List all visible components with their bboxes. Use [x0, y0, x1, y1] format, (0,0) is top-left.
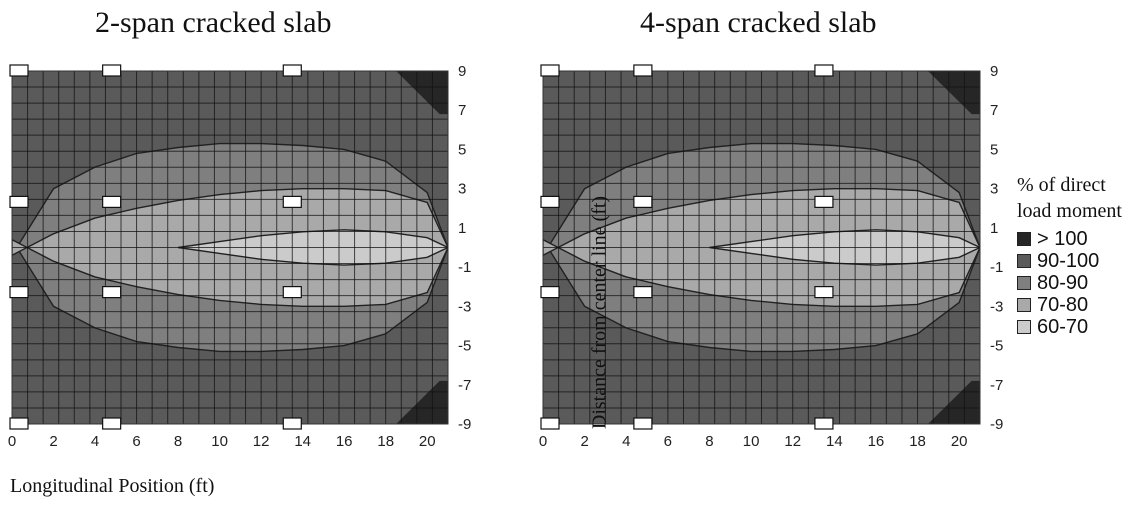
y-tick-label: -1 — [458, 259, 471, 276]
legend-item: 80-90 — [1017, 272, 1099, 294]
gauge-marker — [102, 195, 122, 208]
legend-swatch — [1017, 232, 1031, 246]
x-tick-label: 4 — [622, 433, 630, 450]
x-tick-label: 12 — [253, 433, 270, 450]
region-over-100 — [182, 380, 448, 424]
gauge-marker — [814, 64, 834, 77]
y-tick-label: 5 — [990, 141, 998, 158]
gauge-marker — [814, 195, 834, 208]
x-tick-label: 6 — [132, 433, 140, 450]
y-tick-label: 1 — [458, 220, 466, 237]
x-tick-label: 8 — [174, 433, 182, 450]
legend-label: 80-90 — [1037, 271, 1089, 294]
gauge-marker — [9, 195, 29, 208]
y-tick-label: -7 — [458, 377, 471, 394]
chart-title-right: 4-span cracked slab — [640, 6, 877, 39]
y-tick-label: 1 — [990, 220, 998, 237]
y-tick-label: -9 — [458, 416, 471, 433]
x-tick-label: 18 — [909, 433, 926, 450]
legend: > 100 90-100 80-90 70-80 60-70 — [1017, 228, 1099, 338]
legend-label: 70-80 — [1037, 293, 1089, 316]
x-tick-label: 14 — [294, 433, 311, 450]
x-tick-label: 10 — [743, 433, 760, 450]
y-axis-label: Distance from center line (ft) — [588, 195, 611, 430]
gauge-marker — [9, 286, 29, 299]
x-tick-label: 18 — [377, 433, 394, 450]
legend-title-line1: % of direct — [1017, 174, 1106, 196]
x-tick-label: 16 — [868, 433, 885, 450]
gauge-marker — [633, 286, 653, 299]
legend-title: % of direct load moment — [1017, 172, 1122, 224]
x-tick-label: 14 — [826, 433, 843, 450]
legend-swatch — [1017, 254, 1031, 268]
plot-area — [12, 71, 448, 424]
y-tick-label: 3 — [990, 181, 998, 198]
gauge-marker — [633, 417, 653, 430]
y-tick-label: -5 — [990, 338, 1003, 355]
gauge-marker — [540, 195, 560, 208]
y-tick-label: -1 — [990, 259, 1003, 276]
x-tick-label: 2 — [49, 433, 57, 450]
legend-item: 70-80 — [1017, 294, 1099, 316]
y-tick-label: -7 — [990, 377, 1003, 394]
region-over-100 — [182, 71, 448, 115]
y-tick-label: 3 — [458, 181, 466, 198]
legend-item: 60-70 — [1017, 316, 1099, 338]
gauge-marker — [540, 64, 560, 77]
x-tick-label: 6 — [664, 433, 672, 450]
x-tick-label: 20 — [419, 433, 436, 450]
x-tick-label: 20 — [951, 433, 968, 450]
gauge-marker — [633, 195, 653, 208]
x-tick-label: 4 — [91, 433, 99, 450]
legend-swatch — [1017, 276, 1031, 290]
legend-title-line2: load moment — [1017, 200, 1122, 222]
plot-border — [11, 70, 449, 425]
plot-area — [543, 71, 980, 424]
legend-label: 90-100 — [1037, 249, 1100, 272]
x-tick-label: 0 — [8, 433, 16, 450]
x-tick-label: 12 — [784, 433, 801, 450]
y-tick-label: 9 — [990, 63, 998, 80]
y-tick-label: -3 — [990, 298, 1003, 315]
gauge-marker — [814, 286, 834, 299]
gauge-marker — [282, 64, 302, 77]
gauge-marker — [540, 286, 560, 299]
gauge-marker — [540, 417, 560, 430]
region-over-100 — [713, 380, 980, 424]
x-tick-label: 0 — [539, 433, 547, 450]
gauge-marker — [102, 286, 122, 299]
x-tick-label: 8 — [705, 433, 713, 450]
y-tick-label: 9 — [458, 63, 466, 80]
region-over-100 — [713, 71, 980, 115]
chart-title-left: 2-span cracked slab — [95, 6, 332, 39]
legend-item: 90-100 — [1017, 250, 1099, 272]
legend-item: > 100 — [1017, 228, 1099, 250]
y-tick-label: -5 — [458, 338, 471, 355]
x-axis-label: Longitudinal Position (ft) — [10, 475, 215, 497]
gauge-marker — [102, 417, 122, 430]
legend-swatch — [1017, 320, 1031, 334]
x-tick-label: 2 — [580, 433, 588, 450]
y-tick-label: 7 — [458, 102, 466, 119]
y-tick-label: 5 — [458, 141, 466, 158]
legend-label: 60-70 — [1037, 315, 1089, 338]
gauge-marker — [282, 195, 302, 208]
gauge-marker — [9, 64, 29, 77]
gauge-marker — [282, 417, 302, 430]
plot-border — [542, 70, 981, 425]
x-tick-label: 10 — [211, 433, 228, 450]
gauge-marker — [9, 417, 29, 430]
y-tick-label: 7 — [990, 102, 998, 119]
x-tick-label: 16 — [336, 433, 353, 450]
gauge-marker — [633, 64, 653, 77]
y-tick-label: -9 — [990, 416, 1003, 433]
gauge-marker — [814, 417, 834, 430]
legend-swatch — [1017, 298, 1031, 312]
legend-label: > 100 — [1037, 227, 1088, 250]
gauge-marker — [282, 286, 302, 299]
y-tick-label: -3 — [458, 298, 471, 315]
gauge-marker — [102, 64, 122, 77]
